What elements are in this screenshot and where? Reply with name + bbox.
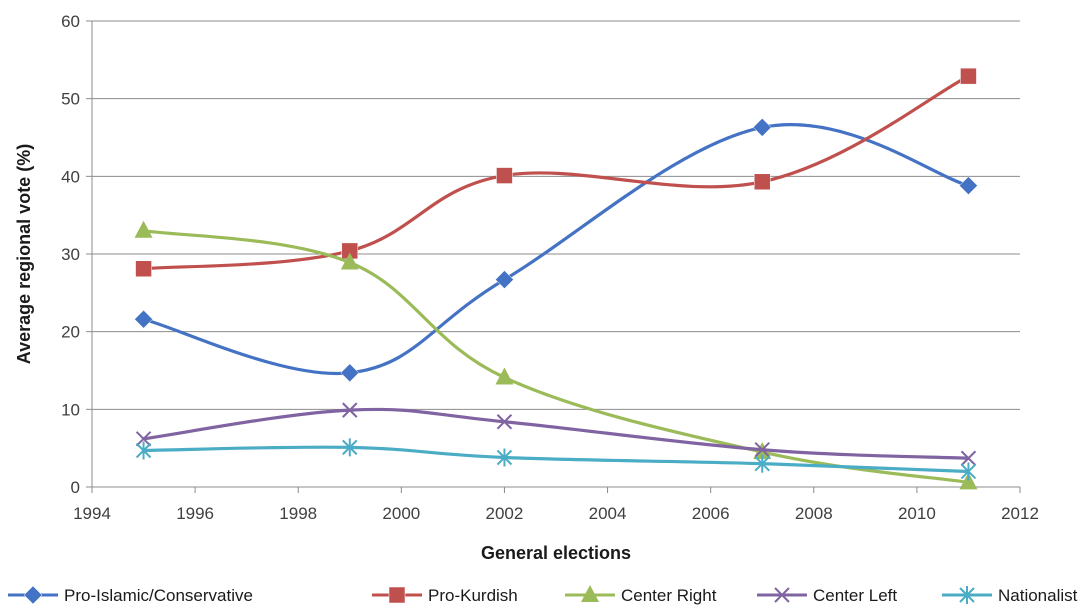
legend-item: Pro-Kurdish xyxy=(372,586,518,605)
y-tick-label: 20 xyxy=(61,323,80,342)
legend-label: Center Right xyxy=(621,586,717,605)
legend-label: Pro-Kurdish xyxy=(428,586,518,605)
series-pro-islamic-conservative xyxy=(134,118,978,383)
data-point xyxy=(496,414,513,430)
data-point xyxy=(134,220,153,238)
x-tick-label: 2002 xyxy=(486,504,524,523)
x-tick-label: 2000 xyxy=(382,504,420,523)
x-tick-labels: 1994 1996 1998 2000 2002 2004 2006 2008 2010 2012 xyxy=(73,504,1039,523)
data-point xyxy=(752,118,772,137)
data-point xyxy=(959,472,978,490)
data-point xyxy=(495,270,514,289)
data-point xyxy=(753,173,771,191)
series-line xyxy=(141,445,971,474)
x-tick-label: 2006 xyxy=(692,504,730,523)
data-point xyxy=(134,309,153,329)
legend-item: Center Left xyxy=(757,586,897,605)
data-point xyxy=(135,441,152,460)
x-tick-label: 2012 xyxy=(1001,504,1039,523)
axes xyxy=(86,20,1021,493)
legend-label: Pro-Islamic/Conservative xyxy=(64,586,253,605)
series-line xyxy=(141,229,971,484)
y-tick-label: 30 xyxy=(61,245,80,264)
legend-label: Nationalist xyxy=(998,586,1078,605)
y-tick-label: 60 xyxy=(61,12,80,31)
data-point xyxy=(959,176,978,196)
gridlines xyxy=(92,20,1020,410)
data-point xyxy=(342,438,358,457)
x-tick-label: 2008 xyxy=(795,504,833,523)
series-line xyxy=(141,407,971,460)
data-point xyxy=(960,450,977,466)
data-point xyxy=(754,454,770,473)
data-point xyxy=(340,363,360,383)
series-line xyxy=(141,74,971,271)
legend-item: Pro-Islamic/Conservative xyxy=(8,585,253,605)
data-point xyxy=(754,442,770,458)
data-point xyxy=(496,167,513,184)
x-tick-label: 1994 xyxy=(73,504,111,523)
legend-marker xyxy=(388,586,406,604)
series-center-left xyxy=(135,402,977,466)
legend-label: Center Left xyxy=(813,586,897,605)
data-point xyxy=(135,431,152,447)
data-point xyxy=(960,67,977,85)
data-point xyxy=(496,448,513,467)
legend-item: Nationalist xyxy=(942,586,1078,605)
legend-marker xyxy=(774,587,790,603)
y-tick-labels: 0 10 20 30 40 50 60 xyxy=(61,12,80,497)
y-tick-label: 0 xyxy=(71,478,80,497)
legend-marker xyxy=(23,585,43,605)
x-tick-label: 1998 xyxy=(279,504,317,523)
series-nationalist xyxy=(135,438,977,481)
series-group xyxy=(134,67,978,490)
data-point xyxy=(342,402,358,418)
x-axis-title: General elections xyxy=(481,543,631,563)
x-tick-label: 2010 xyxy=(898,504,936,523)
data-point xyxy=(340,252,359,270)
legend-marker xyxy=(581,585,599,602)
legend-item: Center Right xyxy=(565,585,717,605)
data-point xyxy=(135,260,152,278)
x-tick-label: 1996 xyxy=(176,504,214,523)
y-tick-label: 40 xyxy=(61,167,80,186)
y-tick-label: 50 xyxy=(61,90,80,109)
legend: Pro-Islamic/Conservative Pro-Kurdish Cente… xyxy=(8,585,1078,605)
x-tick-label: 2004 xyxy=(589,504,627,523)
data-point xyxy=(495,367,514,385)
y-axis-title: Average regional vote (%) xyxy=(14,144,34,364)
legend-marker xyxy=(959,586,975,604)
series-pro-kurdish xyxy=(135,67,977,278)
data-point xyxy=(960,462,977,481)
series-line xyxy=(141,123,971,376)
y-tick-label: 10 xyxy=(61,400,80,419)
